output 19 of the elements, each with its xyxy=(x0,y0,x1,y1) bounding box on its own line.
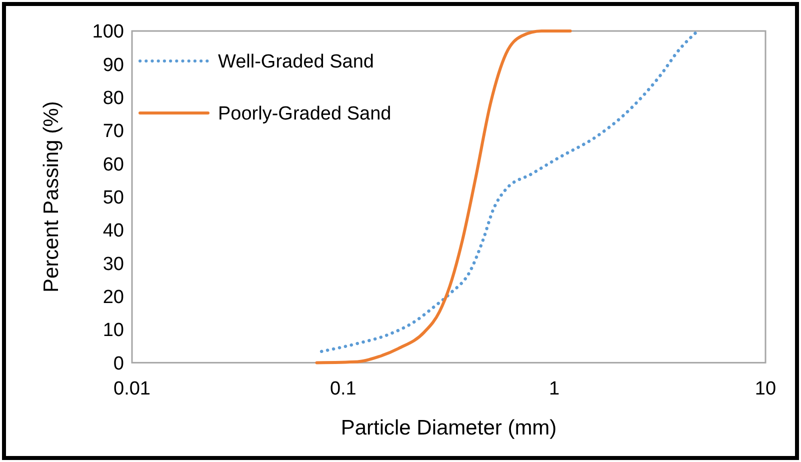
y-tick-label: 10 xyxy=(102,320,124,342)
y-tick-label: 70 xyxy=(102,121,124,142)
x-tick-label: 10 xyxy=(754,378,776,400)
y-tick-label: 30 xyxy=(102,254,124,275)
y-tick-label: 40 xyxy=(102,220,124,242)
y-tick-label: 0 xyxy=(113,353,124,374)
x-tick-label: 0.01 xyxy=(114,378,150,400)
legend-label: Poorly-Graded Sand xyxy=(218,104,392,125)
y-tick-label: 100 xyxy=(92,22,124,43)
x-tick-label: 0.1 xyxy=(330,378,356,400)
y-tick-label: 20 xyxy=(102,287,124,308)
y-tick-label: 60 xyxy=(102,154,124,176)
x-tick-label: 1 xyxy=(549,378,560,400)
y-axis-title: Percent Passing (%) xyxy=(40,101,63,293)
y-tick-label: 80 xyxy=(102,88,124,109)
x-axis-title: Particle Diameter (mm) xyxy=(340,416,557,440)
y-tick-label: 90 xyxy=(102,54,124,76)
legend-label: Well-Graded Sand xyxy=(218,52,374,73)
y-tick-label: 50 xyxy=(102,188,124,208)
